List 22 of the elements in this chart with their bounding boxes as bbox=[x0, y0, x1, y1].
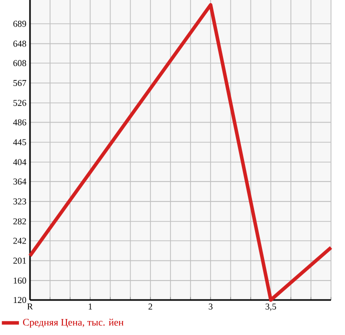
y-tick-label: 526 bbox=[13, 100, 26, 106]
y-tick-label: 404 bbox=[13, 159, 26, 166]
x-tick-label: R bbox=[27, 304, 33, 310]
y-tick-label: 364 bbox=[13, 178, 26, 185]
y-tick-label: 608 bbox=[13, 60, 26, 66]
y-tick-label: 120 bbox=[14, 296, 26, 304]
x-tick-label: 1 bbox=[88, 304, 92, 310]
legend-label: Средняя Цена, тыс. йен bbox=[23, 318, 124, 328]
y-tick-label: 648 bbox=[13, 40, 26, 47]
y-tick-label: 445 bbox=[13, 139, 26, 146]
x-tick-label: 3 bbox=[208, 304, 213, 310]
x-tick-label: 2 bbox=[148, 304, 152, 310]
y-tick-label: 201 bbox=[13, 258, 26, 264]
y-tick-label: 323 bbox=[13, 198, 26, 204]
y-tick-label: 242 bbox=[13, 238, 26, 244]
y-tick-label: 282 bbox=[13, 218, 26, 224]
line-series bbox=[28, 3, 333, 302]
x-tick-label: 3,5 bbox=[266, 304, 276, 311]
y-tick-label: 689 bbox=[13, 20, 26, 27]
y-tick-label: 567 bbox=[13, 80, 26, 86]
y-tick-label: 160 bbox=[14, 278, 26, 284]
y-tick-label: 486 bbox=[13, 119, 26, 126]
